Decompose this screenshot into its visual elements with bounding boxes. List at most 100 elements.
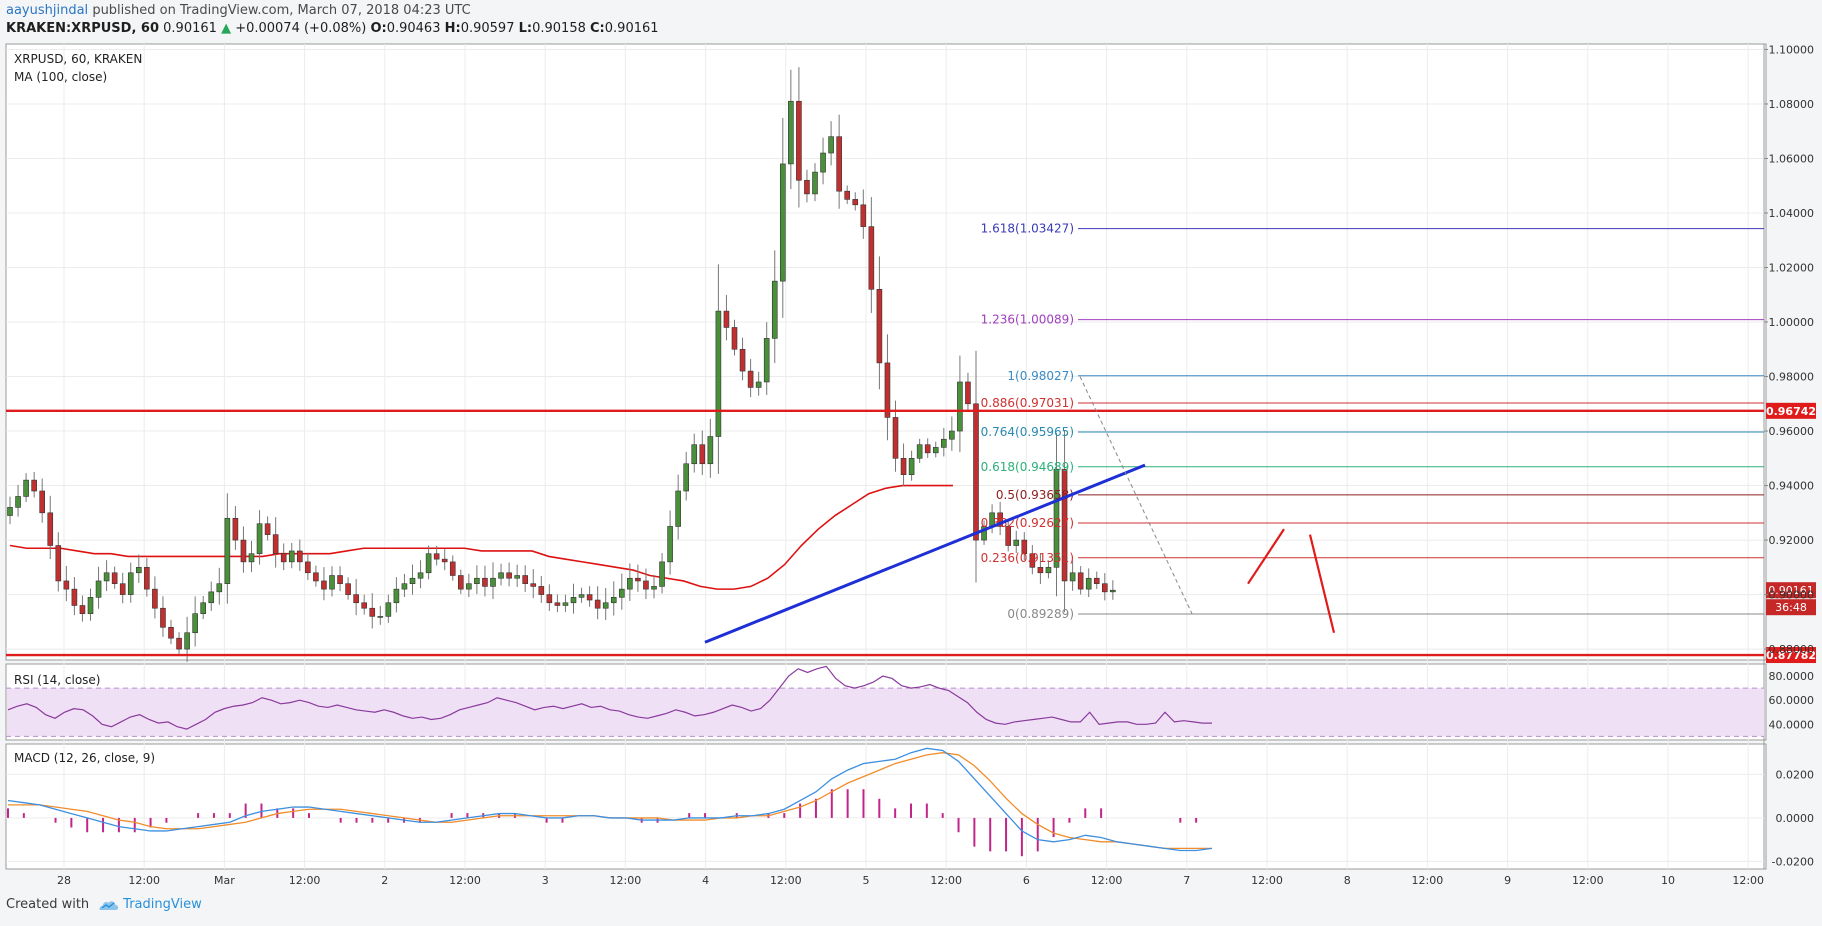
candle-up [385,602,392,617]
candle-down [973,403,979,541]
current-price-tag [1766,582,1816,599]
candle-up [627,577,633,590]
x-tick-label: 10 [1661,874,1675,887]
candle-up [715,310,722,437]
last-price: 0.90161 [163,21,217,36]
candle-up [1045,567,1052,574]
tradingview-brand[interactable]: TradingView [97,897,202,912]
x-tick-label: 12:00 [449,874,481,887]
candle-up [474,577,480,584]
level-price-tag [1766,402,1816,419]
candle-down [361,602,368,609]
candle-down [594,599,601,609]
candle-down [457,575,464,590]
candle-up [208,591,215,604]
publish-info: aayushjindal published on TradingView.co… [6,3,471,18]
rsi-tick-label: 40.0000 [1769,718,1815,731]
candle-up [788,100,794,165]
candle-down [852,199,859,206]
candle-down [39,490,46,514]
brand-label: TradingView [123,897,202,912]
rsi-layer [7,665,1212,730]
candle-down [731,327,738,350]
candle-up [651,586,657,590]
candle-up [417,572,424,579]
candle-up [256,523,263,554]
candle-up [771,280,778,339]
candle-down [723,310,730,328]
y-tick-label: 0.94000 [1769,480,1815,493]
candle-down [635,577,641,582]
x-tick-label: 12:00 [1091,874,1123,887]
author-link[interactable]: aayushjindal [6,3,89,18]
candle-up [755,381,762,388]
candle-down [441,558,448,563]
fib-level-label: 1.618(1.03427) [981,222,1074,236]
candle-down [353,594,359,604]
candle-down [699,444,706,465]
candle-up [618,588,625,598]
candle-down [55,545,62,582]
candle-up [957,381,963,432]
candle-down [586,594,593,601]
macd-pane [5,743,1767,870]
candle-down [305,561,311,574]
macd-line [7,747,1213,852]
x-tick-label: 28 [57,874,71,887]
rsi-band [6,687,1764,737]
candle-up [23,479,29,497]
symbol-quote-line: KRAKEN:XRPUSD, 60 0.90161 ▲ +0.00074 (+0… [6,21,659,36]
candle-down [1021,539,1028,554]
x-tick-label: 2 [381,874,388,887]
candle-up [216,583,223,593]
drawings-layer [704,376,1336,644]
candle-down [79,605,86,614]
candle-up [812,171,818,195]
candle-up [763,338,770,383]
candle-down [160,607,166,628]
candle-down [433,553,440,560]
candle-down [482,577,488,587]
candle-down [369,607,376,617]
low-label: L: [518,21,533,36]
x-tick-label: 12:00 [1412,874,1444,887]
x-tick-label: 12:00 [1251,874,1283,887]
x-tick-label: 4 [702,874,709,887]
y-tick-label: 0.90000 [1769,589,1815,602]
candle-down [836,136,842,192]
published-text: published on TradingView.com, March 07, … [92,3,471,18]
macd-tick-label: -0.0200 [1772,855,1814,868]
candle-up [916,444,923,459]
fib-level-label: 0.618(0.94689) [981,460,1074,474]
candle-up [578,594,585,598]
candle-down [449,561,456,576]
change-text: +0.00074 (+0.08%) [235,21,367,36]
candle-down [272,534,279,554]
candle-up [779,163,786,282]
candle-up [1085,577,1092,590]
main-pane [5,43,1767,661]
x-tick-label: 12:00 [128,874,160,887]
close-label: C: [590,21,605,36]
candle-down [739,348,746,372]
candle-down [997,512,1003,527]
low-value: 0.90158 [532,21,586,36]
candle-up [949,430,955,440]
candle-up [224,517,231,584]
candle-down [796,100,802,181]
candle-down [1077,572,1084,590]
candle-down [345,583,351,595]
fib-diagonal [1079,376,1193,614]
candle-up [1069,572,1076,582]
y-tick-label: 1.06000 [1769,152,1815,165]
x-tick-label: 8 [1344,874,1351,887]
candle-down [313,572,319,582]
created-with-text: Created with [6,897,90,912]
tradingview-cloud-icon [99,901,119,910]
candle-up [570,597,577,604]
candle-down [232,517,239,541]
candle-up [393,588,400,604]
x-tick-label: 5 [863,874,870,887]
projection-up-line [1247,528,1285,585]
